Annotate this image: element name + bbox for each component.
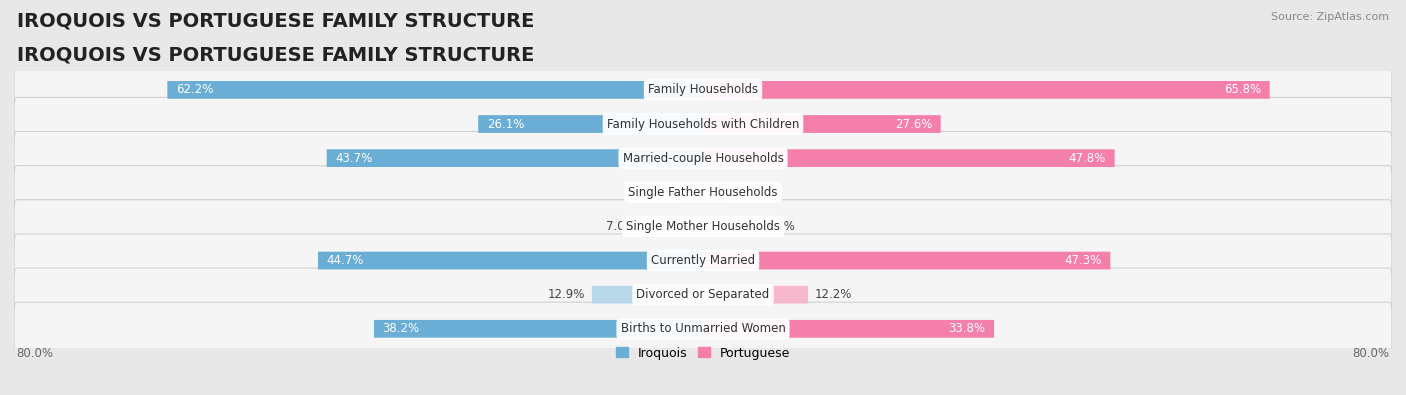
FancyBboxPatch shape: [478, 115, 703, 133]
Text: 65.8%: 65.8%: [1223, 83, 1261, 96]
Text: 62.2%: 62.2%: [176, 83, 214, 96]
Text: 2.5%: 2.5%: [731, 186, 761, 199]
Text: 80.0%: 80.0%: [17, 347, 53, 360]
FancyBboxPatch shape: [703, 286, 808, 304]
FancyBboxPatch shape: [14, 132, 1392, 185]
FancyBboxPatch shape: [703, 218, 758, 235]
Text: 38.2%: 38.2%: [382, 322, 420, 335]
FancyBboxPatch shape: [167, 81, 703, 99]
Text: Divorced or Separated: Divorced or Separated: [637, 288, 769, 301]
Text: IROQUOIS VS PORTUGUESE FAMILY STRUCTURE: IROQUOIS VS PORTUGUESE FAMILY STRUCTURE: [17, 45, 534, 64]
FancyBboxPatch shape: [703, 149, 1115, 167]
Text: 47.8%: 47.8%: [1069, 152, 1107, 165]
FancyBboxPatch shape: [374, 320, 703, 338]
Text: 43.7%: 43.7%: [335, 152, 373, 165]
FancyBboxPatch shape: [326, 149, 703, 167]
Legend: Iroquois, Portuguese: Iroquois, Portuguese: [612, 343, 794, 363]
Text: 80.0%: 80.0%: [1353, 347, 1389, 360]
Text: Family Households with Children: Family Households with Children: [607, 117, 799, 130]
FancyBboxPatch shape: [14, 200, 1392, 253]
Text: Married-couple Households: Married-couple Households: [623, 152, 783, 165]
FancyBboxPatch shape: [592, 286, 703, 304]
Text: 47.3%: 47.3%: [1064, 254, 1102, 267]
FancyBboxPatch shape: [643, 218, 703, 235]
Text: Single Father Households: Single Father Households: [628, 186, 778, 199]
Text: Births to Unmarried Women: Births to Unmarried Women: [620, 322, 786, 335]
Text: 44.7%: 44.7%: [326, 254, 364, 267]
Text: 7.0%: 7.0%: [606, 220, 636, 233]
FancyBboxPatch shape: [14, 268, 1392, 321]
FancyBboxPatch shape: [703, 252, 1111, 269]
FancyBboxPatch shape: [14, 63, 1392, 117]
FancyBboxPatch shape: [703, 183, 724, 201]
FancyBboxPatch shape: [681, 183, 703, 201]
Text: Single Mother Households: Single Mother Households: [626, 220, 780, 233]
Text: 2.6%: 2.6%: [644, 186, 673, 199]
Text: 27.6%: 27.6%: [894, 117, 932, 130]
FancyBboxPatch shape: [318, 252, 703, 269]
Text: 33.8%: 33.8%: [949, 322, 986, 335]
Text: IROQUOIS VS PORTUGUESE FAMILY STRUCTURE: IROQUOIS VS PORTUGUESE FAMILY STRUCTURE: [17, 12, 534, 31]
FancyBboxPatch shape: [14, 302, 1392, 356]
FancyBboxPatch shape: [14, 98, 1392, 150]
Text: 26.1%: 26.1%: [486, 117, 524, 130]
Text: Source: ZipAtlas.com: Source: ZipAtlas.com: [1271, 12, 1389, 22]
FancyBboxPatch shape: [14, 234, 1392, 287]
Text: Family Households: Family Households: [648, 83, 758, 96]
FancyBboxPatch shape: [14, 166, 1392, 219]
Text: Currently Married: Currently Married: [651, 254, 755, 267]
FancyBboxPatch shape: [703, 320, 994, 338]
Text: 6.4%: 6.4%: [765, 220, 794, 233]
FancyBboxPatch shape: [703, 115, 941, 133]
Text: 12.9%: 12.9%: [548, 288, 585, 301]
FancyBboxPatch shape: [703, 81, 1270, 99]
Text: 12.2%: 12.2%: [815, 288, 852, 301]
